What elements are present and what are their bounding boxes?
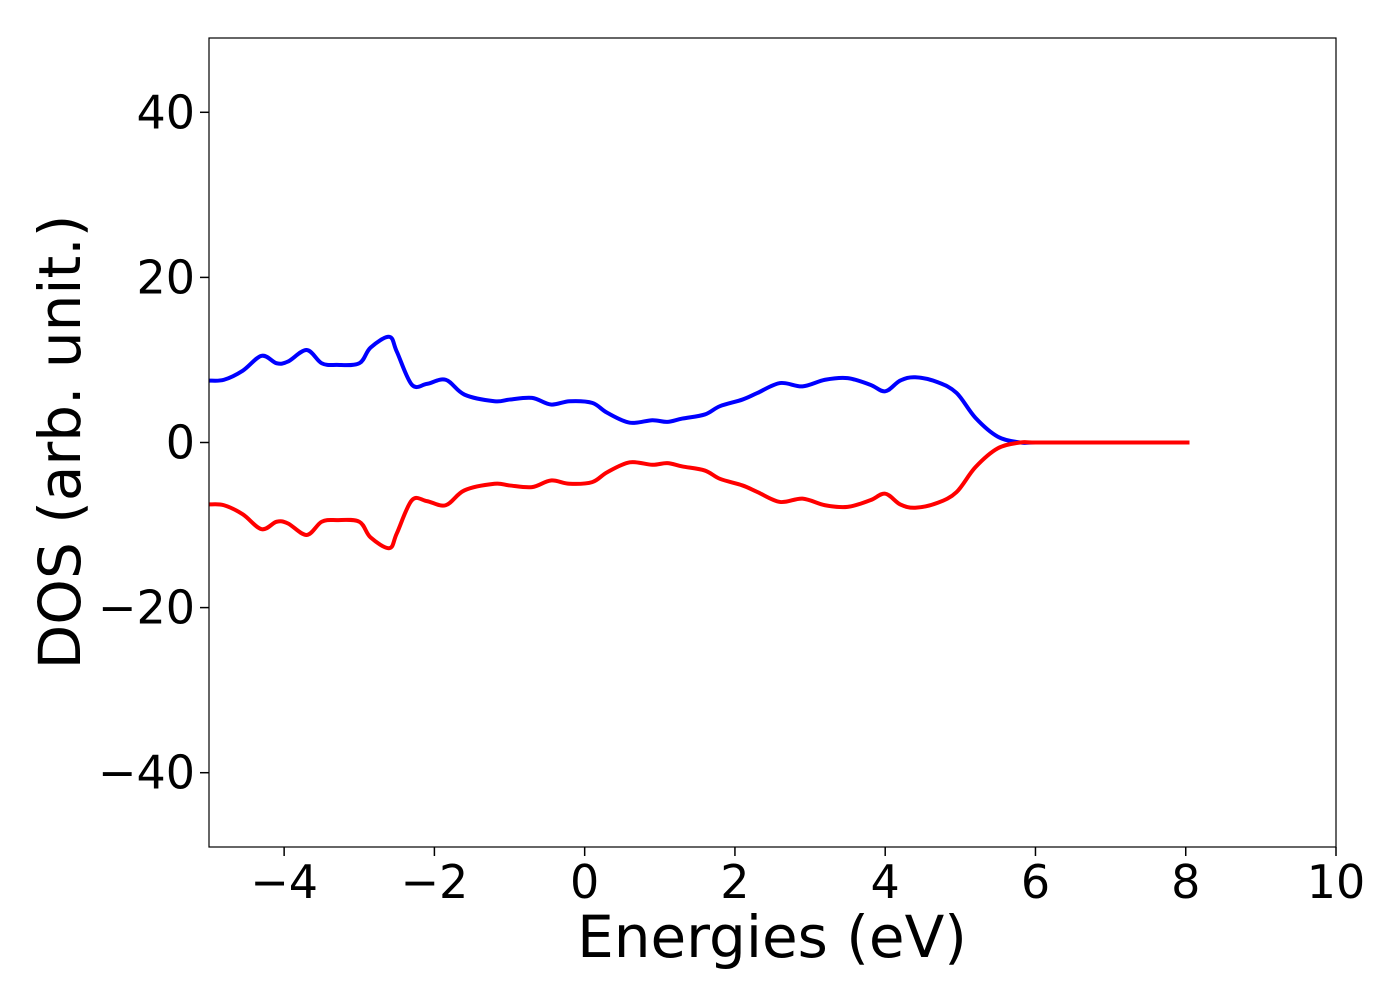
y-axis-label: DOS (arb. unit.) xyxy=(26,215,94,670)
x-tick-label: 0 xyxy=(570,855,599,909)
x-tick-label: −4 xyxy=(250,855,318,909)
x-tick-label: −2 xyxy=(400,855,468,909)
series-line-red xyxy=(209,440,1190,551)
x-tick-label: 10 xyxy=(1307,855,1366,909)
y-axis: −40 −20 0 20 40 xyxy=(98,85,209,800)
y-tick-label: −40 xyxy=(98,746,195,800)
x-tick-label: 2 xyxy=(720,855,749,909)
x-axis: −4 −2 0 2 4 6 8 10 xyxy=(250,847,1365,909)
series-layer xyxy=(209,334,1190,551)
x-tick-label: 4 xyxy=(871,855,900,909)
y-tick-label: 40 xyxy=(136,85,195,139)
x-axis-label: Energies (eV) xyxy=(577,903,967,971)
y-tick-label: 20 xyxy=(136,250,195,304)
x-tick-label: 8 xyxy=(1171,855,1200,909)
series-line-blue xyxy=(209,334,1190,445)
x-tick-label: 6 xyxy=(1021,855,1050,909)
y-tick-label: −20 xyxy=(98,581,195,635)
y-tick-label: 0 xyxy=(166,416,195,470)
